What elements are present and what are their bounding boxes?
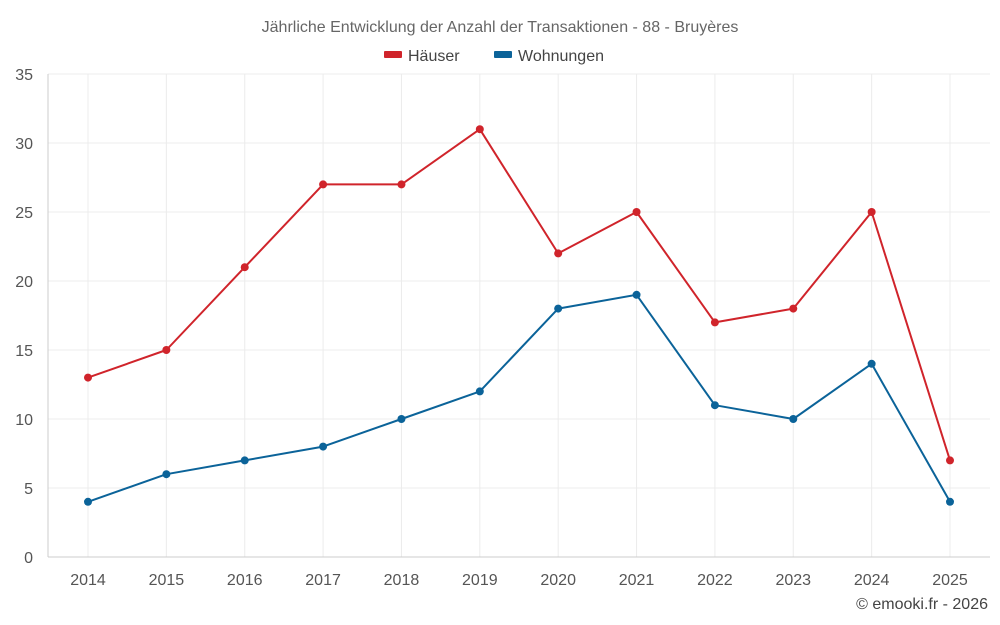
chart-legend: Häuser Wohnungen bbox=[384, 48, 604, 65]
data-point-h-user[interactable] bbox=[789, 304, 798, 313]
data-point-h-user[interactable] bbox=[867, 208, 876, 216]
x-tick-label: 2015 bbox=[149, 572, 185, 589]
data-point-wohnungen[interactable] bbox=[84, 497, 92, 506]
data-point-h-user[interactable] bbox=[554, 249, 563, 258]
series-line-wohnungen bbox=[87, 293, 951, 503]
data-point-wohnungen[interactable] bbox=[946, 497, 954, 506]
data-point-h-user[interactable] bbox=[240, 263, 249, 272]
y-tick-label: 0 bbox=[24, 550, 33, 567]
y-tick-label: 10 bbox=[15, 412, 33, 429]
data-point-wohnungen[interactable] bbox=[632, 290, 641, 299]
data-point-wohnungen[interactable] bbox=[475, 387, 484, 396]
x-tick-label: 2022 bbox=[697, 572, 733, 589]
data-point-h-user[interactable] bbox=[397, 180, 406, 189]
data-point-wohnungen[interactable] bbox=[867, 359, 876, 368]
x-tick-label: 2017 bbox=[305, 572, 341, 589]
y-tick-label: 15 bbox=[15, 343, 33, 360]
data-point-wohnungen[interactable] bbox=[789, 415, 798, 423]
data-point-wohnungen[interactable] bbox=[162, 470, 171, 479]
chart-title: Jährliche Entwicklung der Anzahl der Tra… bbox=[262, 19, 739, 36]
data-point-h-user[interactable] bbox=[84, 373, 92, 382]
grid-lines bbox=[48, 73, 990, 558]
data-point-wohnungen[interactable] bbox=[319, 442, 328, 451]
series-line-h-user bbox=[87, 128, 951, 461]
y-tick-label: 20 bbox=[15, 274, 33, 291]
data-point-h-user[interactable] bbox=[319, 180, 328, 189]
y-tick-label: 35 bbox=[15, 67, 33, 84]
data-point-wohnungen[interactable] bbox=[710, 401, 719, 410]
legend-swatch bbox=[494, 51, 512, 58]
data-point-wohnungen[interactable] bbox=[240, 456, 249, 465]
y-axis: 0 5 10 15 20 25 30 35 bbox=[15, 67, 49, 567]
x-axis: 2014 2015 2016 2017 2018 2019 2020 2021 2022 2023… bbox=[48, 556, 990, 589]
legend-item-h-user[interactable]: Häuser bbox=[384, 48, 460, 65]
legend-label: Wohnungen bbox=[518, 48, 604, 65]
x-tick-label: 2020 bbox=[540, 572, 576, 589]
x-tick-label: 2018 bbox=[384, 572, 420, 589]
credit-text: © emooki.fr - 2026 bbox=[856, 596, 988, 613]
y-tick-label: 30 bbox=[15, 136, 33, 153]
x-tick-label: 2021 bbox=[619, 572, 655, 589]
data-point-h-user[interactable] bbox=[710, 318, 719, 327]
y-tick-label: 25 bbox=[15, 205, 33, 222]
data-point-h-user[interactable] bbox=[632, 208, 641, 216]
legend-label: Häuser bbox=[408, 48, 460, 65]
x-tick-label: 2014 bbox=[70, 572, 106, 589]
series-layer bbox=[84, 125, 954, 506]
x-tick-label: 2019 bbox=[462, 572, 498, 589]
data-point-h-user[interactable] bbox=[946, 456, 954, 465]
data-point-h-user[interactable] bbox=[475, 125, 484, 134]
x-tick-label: 2025 bbox=[932, 572, 968, 589]
x-tick-label: 2023 bbox=[775, 572, 811, 589]
legend-swatch bbox=[384, 51, 402, 58]
data-point-wohnungen[interactable] bbox=[554, 304, 563, 313]
y-tick-label: 5 bbox=[24, 481, 33, 498]
data-point-wohnungen[interactable] bbox=[397, 415, 406, 423]
x-tick-label: 2024 bbox=[854, 572, 890, 589]
data-point-h-user[interactable] bbox=[162, 346, 171, 354]
legend-item-wohnungen[interactable]: Wohnungen bbox=[494, 48, 604, 65]
x-tick-label: 2016 bbox=[227, 572, 263, 589]
